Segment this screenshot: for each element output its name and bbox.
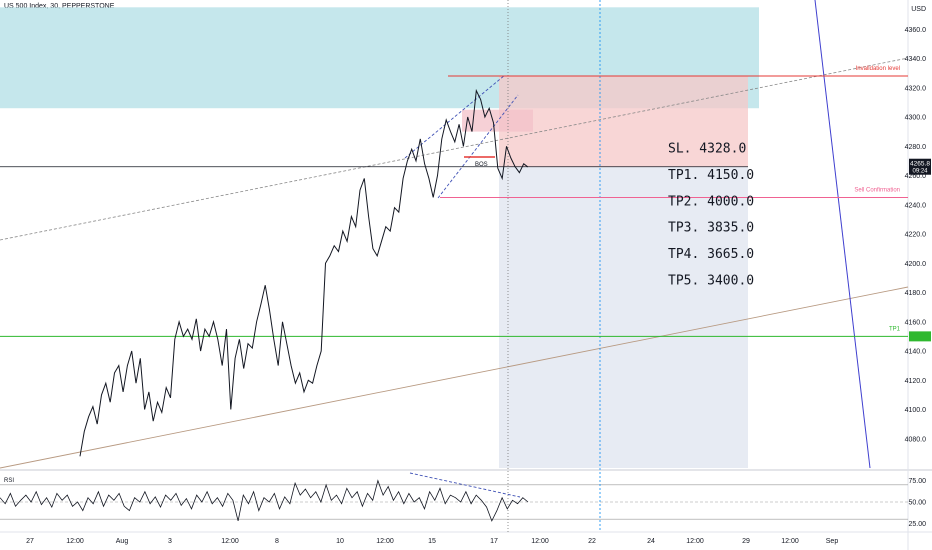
target-label-1: TP1. 4150.0 [668,168,754,183]
x-tick-9: 17 [490,538,498,545]
stop-zone [499,76,748,167]
x-tick-15: 12:00 [781,538,799,545]
labels-layer: Invalidation level Sell Confirmation TP1 BO… [4,66,901,484]
y-tick-4360: 4360.0 [905,27,927,34]
lower-trendline [0,286,909,469]
current-price-badge [909,158,931,175]
x-tick-6: 10 [336,538,344,545]
y-tick-4080: 4080.0 [905,436,927,443]
y-tick-4340: 4340.0 [905,56,927,63]
rsi-tick-25: 25.00 [908,521,926,528]
y-tick-4240: 4240.0 [905,202,927,209]
axis-layer: USD 4080.0 4100.0 4120.0 4140.0 4160.0 4180.0 4… [26,6,931,545]
y-tick-4140: 4140.0 [905,349,927,356]
rsi-label: RSI [4,478,14,484]
target-label-4: TP4. 3665.0 [668,247,754,262]
target-zone [499,166,748,468]
bos-label: BOS [475,162,488,168]
x-tick-0: 27 [26,538,34,545]
tp1-badge [909,331,931,342]
y-tick-4320: 4320.0 [905,85,927,92]
y-tick-4300: 4300.0 [905,115,927,122]
y-tick-4220: 4220.0 [905,232,927,239]
x-tick-4: 12:00 [221,538,239,545]
x-tick-5: 8 [275,538,279,545]
x-tick-13: 12:00 [686,538,704,545]
x-tick-7: 12:00 [376,538,394,545]
countdown-text: 09:24 [912,169,928,175]
price-line [79,88,529,457]
sell-confirmation-label: Sell Confirmation [854,187,900,193]
y-tick-4260: 4260.0 [905,173,927,180]
blue-channel-lower [437,94,519,199]
target-label-3: TP3. 3835.0 [668,221,754,236]
current-price-text: 4265.8 [910,161,930,168]
y-tick-4280: 4280.0 [905,144,927,151]
x-tick-8: 15 [428,538,436,545]
x-tick-3: 3 [168,538,172,545]
y-tick-4160: 4160.0 [905,319,927,326]
rsi-tick-75: 75.00 [908,478,926,485]
zones-layer [0,7,759,468]
x-tick-11: 22 [588,538,596,545]
rsi-divergence-line [409,472,521,498]
x-tick-12: 24 [647,538,655,545]
x-tick-14: 29 [742,538,750,545]
x-tick-1: 12:00 [66,538,84,545]
levels-layer [0,75,908,337]
upper-dashed-trendline [0,57,909,241]
chart-title: US 500 Index, 30, PEPPERSTONE [4,3,115,10]
invalidation-level-label: Invalidation level [856,66,900,72]
rsi-tick-50: 50.00 [908,500,926,507]
target-label-2: TP2. 4000.0 [668,194,754,209]
y-tick-4100: 4100.0 [905,407,927,414]
small-pink-zone [462,109,533,132]
y-tick-4180: 4180.0 [905,290,927,297]
x-tick-10: 12:00 [531,538,549,545]
rsi-series [0,479,529,522]
x-tick-16: Sep [826,538,839,545]
price-series [79,88,529,457]
target-label-0: SL. 4328.0 [668,142,746,157]
x-tick-2: Aug [116,538,129,545]
tp1-level-label: TP1 [889,326,901,332]
blue-projection-line [814,0,871,469]
rsi-line [0,479,529,522]
y-tick-4200: 4200.0 [905,261,927,268]
target-label-5: TP5. 3400.0 [668,273,754,288]
y-tick-4120: 4120.0 [905,378,927,385]
currency-label: USD [911,6,926,13]
